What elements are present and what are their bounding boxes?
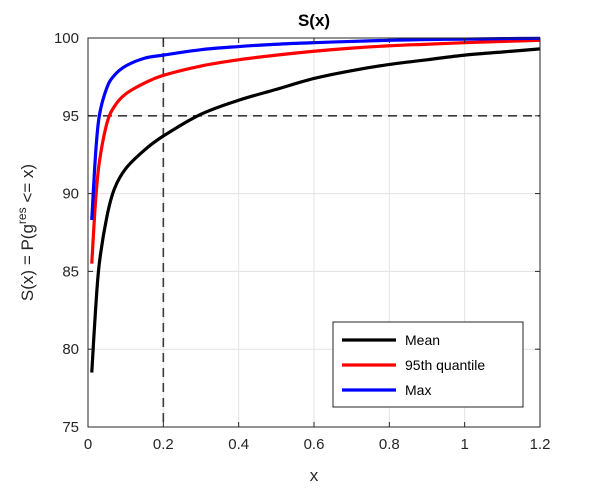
y-tick-label: 90	[62, 186, 79, 203]
axis-ticks: 0 0.2 0.4 0.6 0.8 1 1.2 75 80 85 90 95 100	[54, 30, 550, 453]
series-line-mean	[90, 47, 541, 373]
y-tick-label: 100	[54, 30, 79, 47]
legend-label: 95th quantile	[405, 357, 485, 373]
x-tick-label: 0.4	[228, 436, 249, 453]
reference-lines	[88, 38, 540, 427]
legend: Mean 95th quantile Max	[332, 321, 524, 408]
y-tick-label: 75	[62, 419, 79, 436]
x-tick-label: 0	[84, 436, 92, 453]
legend-label: Mean	[405, 332, 440, 348]
legend-label: Max	[405, 382, 431, 398]
series-lines	[90, 36, 541, 373]
y-tick-label: 80	[62, 341, 79, 358]
x-tick-label: 1	[460, 436, 468, 453]
series-line-max	[90, 36, 541, 221]
x-tick-label: 0.8	[379, 436, 400, 453]
y-tick-label: 85	[62, 263, 79, 280]
series-line-95th-quantile	[90, 38, 541, 264]
x-tick-label: 1.2	[530, 436, 551, 453]
y-axis-title-prefix: S(x) = P(g	[18, 224, 37, 301]
y-axis-title: S(x) = P(gres <= x)	[15, 164, 37, 301]
y-axis-title-superscript: res	[15, 207, 29, 224]
legend-entry: 95th quantile	[342, 357, 485, 373]
y-axis-title-suffix: <= x)	[18, 164, 37, 207]
legend-entry: Mean	[342, 332, 440, 348]
y-tick-label: 95	[62, 108, 79, 125]
x-tick-label: 0.6	[304, 436, 325, 453]
legend-entry: Max	[342, 382, 431, 398]
x-tick-label: 0.2	[153, 436, 174, 453]
legend-entries: Mean 95th quantile Max	[342, 332, 485, 398]
chart-title: S(x)	[298, 11, 330, 30]
x-axis-title: x	[310, 466, 319, 485]
